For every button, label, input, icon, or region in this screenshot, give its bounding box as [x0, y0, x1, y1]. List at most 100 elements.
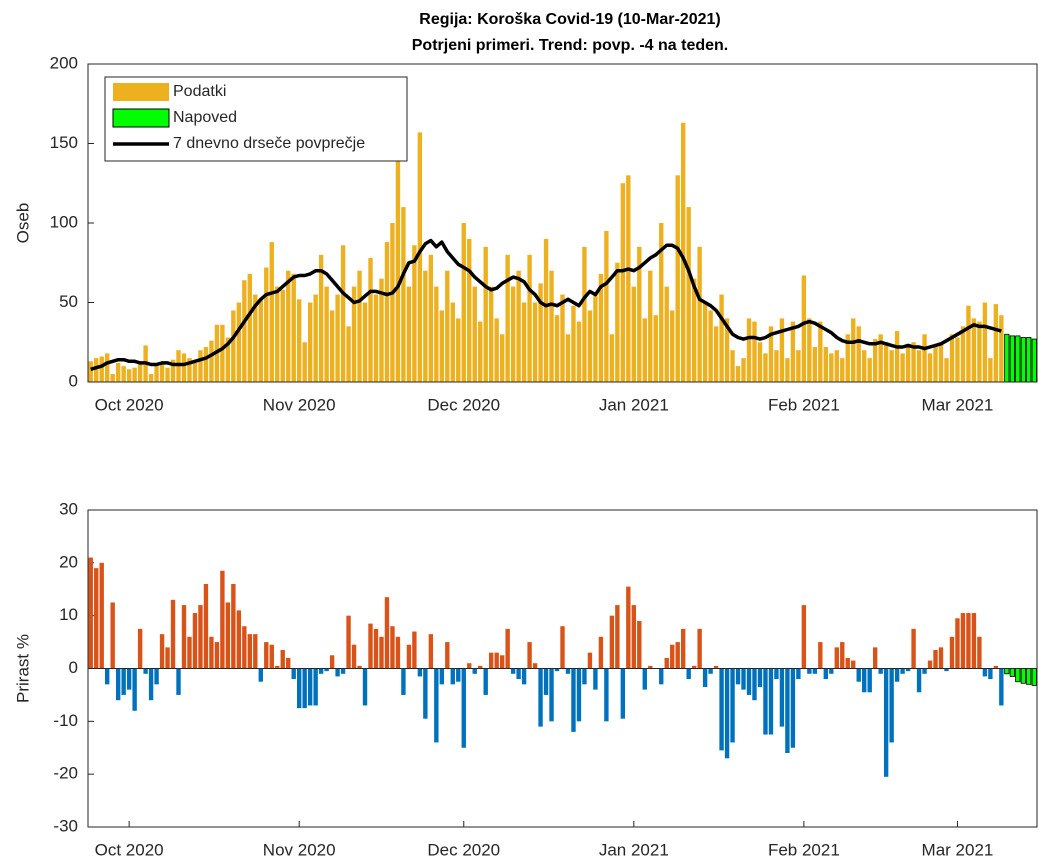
- bar: [637, 620, 642, 669]
- bar: [434, 286, 439, 382]
- bar: [494, 318, 499, 382]
- x-tick-label: Mar 2021: [922, 840, 994, 859]
- y-tick-label: 50: [59, 292, 78, 311]
- bar: [1015, 335, 1021, 383]
- bar: [774, 350, 779, 382]
- bar: [675, 642, 680, 669]
- bar: [730, 668, 735, 743]
- bar: [560, 626, 565, 669]
- bar: [258, 299, 263, 382]
- bar: [203, 583, 209, 669]
- bar: [401, 668, 406, 695]
- y-tick-label: -30: [53, 816, 78, 835]
- bar: [889, 350, 894, 382]
- bar: [971, 318, 977, 382]
- average-line: [90, 238, 1002, 371]
- bar: [395, 159, 401, 382]
- bar: [423, 668, 428, 719]
- bar: [121, 668, 126, 695]
- bar: [675, 175, 680, 382]
- bar: [746, 668, 752, 695]
- bar: [362, 668, 368, 706]
- bar: [719, 668, 724, 751]
- bar: [329, 310, 335, 382]
- bar: [840, 642, 845, 669]
- bar: [653, 315, 658, 382]
- bar: [335, 294, 340, 382]
- bar: [768, 668, 774, 735]
- bar: [105, 353, 110, 382]
- bar: [368, 257, 373, 382]
- bar: [670, 644, 675, 669]
- bar: [966, 305, 971, 382]
- bar: [505, 628, 510, 669]
- bar: [1031, 338, 1037, 383]
- bar: [938, 342, 944, 382]
- bar: [648, 665, 653, 669]
- bar: [593, 668, 598, 690]
- bar: [203, 347, 209, 382]
- bar: [543, 238, 549, 382]
- bar: [198, 350, 203, 382]
- bar: [510, 286, 516, 382]
- bar: [691, 278, 697, 382]
- bar: [664, 286, 669, 382]
- bar: [724, 668, 730, 759]
- bar: [977, 321, 982, 382]
- bar: [554, 668, 560, 672]
- bar: [702, 668, 708, 687]
- y-tick-label: -20: [53, 764, 78, 783]
- bar: [291, 668, 296, 680]
- bar: [225, 602, 231, 669]
- bar: [187, 636, 192, 669]
- bar: [242, 280, 247, 382]
- bar: [445, 642, 450, 669]
- bar: [949, 334, 955, 382]
- bar: [620, 183, 626, 382]
- bar: [746, 318, 752, 382]
- bar: [170, 599, 176, 669]
- bar: [565, 668, 571, 674]
- bar: [483, 246, 488, 382]
- x-tick-label: Jan 2021: [599, 840, 669, 859]
- bar: [351, 286, 357, 382]
- bar: [1004, 333, 1010, 383]
- bar: [604, 668, 609, 722]
- y-tick-label: 0: [69, 658, 78, 677]
- bar: [478, 665, 483, 669]
- bar: [735, 668, 741, 685]
- bar: [373, 294, 379, 382]
- bar: [198, 605, 203, 669]
- bar: [927, 353, 933, 382]
- bar: [944, 668, 949, 672]
- bar: [598, 636, 604, 669]
- bar: [269, 644, 274, 669]
- bar: [165, 647, 170, 669]
- bar: [456, 318, 461, 382]
- x-tick-label: Mar 2021: [922, 395, 994, 414]
- bar: [532, 663, 538, 669]
- bar: [686, 668, 691, 680]
- bar: [977, 636, 982, 669]
- bar: [680, 122, 686, 382]
- axes-box: [87, 509, 1038, 828]
- bar: [779, 318, 785, 382]
- bar: [642, 668, 647, 690]
- bar: [955, 337, 960, 382]
- bar: [549, 668, 554, 722]
- bar: [1004, 668, 1010, 675]
- bar: [132, 367, 137, 382]
- bar: [253, 294, 258, 382]
- y-tick-label: -10: [53, 711, 78, 730]
- bar: [368, 623, 373, 669]
- bar: [143, 668, 148, 674]
- bar: [741, 358, 746, 382]
- bar: [779, 668, 785, 727]
- bar: [713, 665, 719, 669]
- bar: [582, 668, 587, 685]
- bar: [949, 636, 955, 669]
- bar: [933, 347, 938, 382]
- bar: [94, 568, 99, 669]
- bar: [231, 310, 236, 382]
